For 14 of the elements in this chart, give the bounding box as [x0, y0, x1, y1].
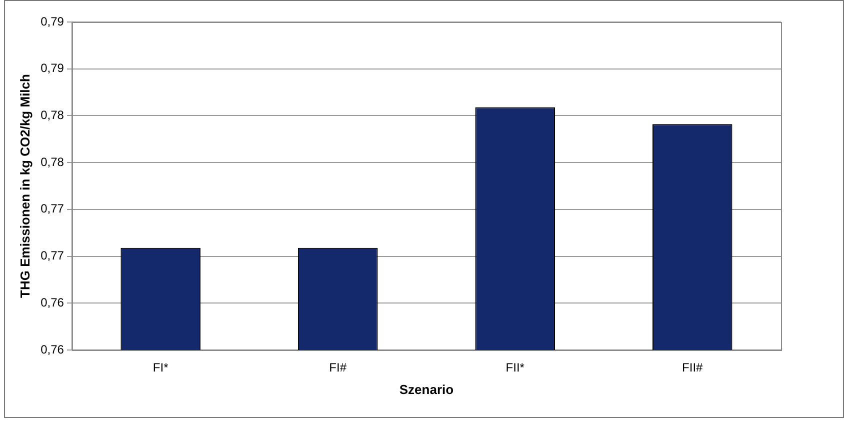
y-tick-label: 0,78 — [40, 154, 64, 169]
x-tick-label: FI* — [152, 360, 169, 375]
y-tick-label: 0,78 — [40, 108, 64, 122]
x-tick-label: FII* — [506, 360, 525, 375]
y-axis-title: THG Emissionen in kg CO2/kg Milch — [17, 74, 32, 298]
y-tick-label: 0,77 — [40, 248, 64, 263]
x-tick-label: FII# — [682, 360, 704, 375]
x-tick-label: FI# — [329, 360, 347, 375]
y-tick-label: 0,79 — [40, 14, 64, 28]
y-tick-label: 0,76 — [40, 342, 64, 356]
x-axis-title: Szenario — [399, 382, 454, 397]
y-tick-label: 0,79 — [40, 61, 64, 76]
y-tick-label: 0,76 — [40, 295, 64, 310]
y-tick-label: 0,77 — [40, 202, 64, 216]
